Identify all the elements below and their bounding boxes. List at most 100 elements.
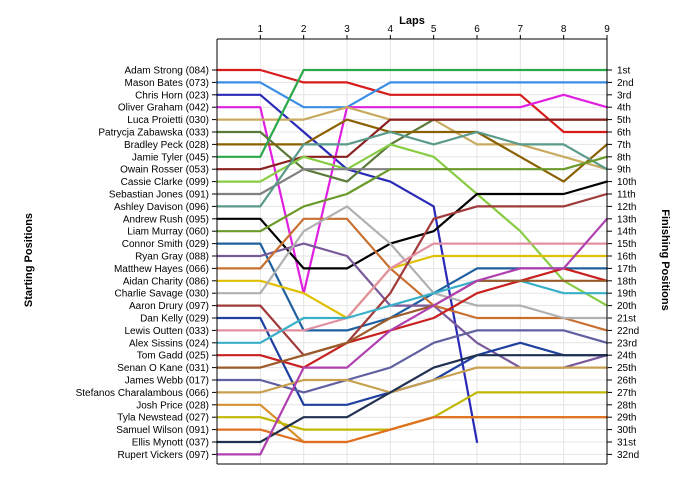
finish-position-label: 23rd: [617, 338, 637, 349]
lap-tick-label: 3: [344, 24, 350, 35]
start-position-label: Chris Horn (023): [135, 90, 209, 101]
finish-position-label: 15th: [617, 239, 636, 250]
finish-position-label: 7th: [617, 140, 631, 151]
axes-layer: [216, 38, 608, 465]
finish-position-label: 19th: [617, 289, 636, 300]
start-position-label: Tom Gadd (025): [137, 351, 209, 362]
lap-tick-label: 6: [474, 24, 480, 35]
start-position-label: Tyla Newstead (027): [117, 413, 209, 424]
series-layer: [215, 68, 609, 456]
finish-position-label: 8th: [617, 152, 631, 163]
driver-series-line: [215, 329, 609, 394]
finish-position-label: 20th: [617, 301, 636, 312]
start-position-label: Charlie Savage (030): [115, 289, 210, 300]
start-position-label: Alex Sissins (024): [129, 338, 209, 349]
driver-series-line: [215, 155, 609, 233]
finish-position-label: 13th: [617, 214, 636, 225]
driver-series-line: [215, 279, 609, 369]
start-position-label: Andrew Rush (095): [123, 214, 209, 225]
lap-tick-label: 7: [518, 24, 524, 35]
start-position-label: Oliver Graham (042): [118, 103, 209, 114]
start-position-label: Patrycja Zabawska (033): [98, 128, 209, 139]
left-axis-title: Starting Positions: [23, 213, 35, 307]
finish-position-label: 1st: [617, 66, 631, 77]
finish-position-label: 26th: [617, 376, 636, 387]
finish-position-label: 27th: [617, 388, 636, 399]
driver-series-line: [215, 130, 609, 208]
finish-position-label: 12th: [617, 202, 636, 213]
lap-tick-label: 8: [561, 24, 567, 35]
driver-series-line: [215, 81, 609, 109]
start-position-label: Samuel Wilson (091): [116, 425, 209, 436]
start-position-label: Liam Murray (060): [127, 227, 209, 238]
start-position-label: Ellis Mynott (037): [132, 438, 209, 449]
finish-position-label: 18th: [617, 276, 636, 287]
lap-tick-label: 2: [301, 24, 307, 35]
driver-series-line: [215, 254, 609, 320]
finish-position-label: 14th: [617, 227, 636, 238]
start-position-label: Connor Smith (029): [122, 239, 209, 250]
driver-series-line: [215, 205, 609, 320]
start-position-label: Ryan Gray (088): [135, 252, 209, 263]
lap-tick-label: 5: [431, 24, 437, 35]
grid-layer: [212, 35, 612, 464]
finish-position-label: 10th: [617, 177, 636, 188]
start-position-label: Luca Proietti (030): [127, 115, 209, 126]
finish-position-label: 11th: [617, 190, 636, 201]
start-position-label: Stefanos Charalambous (066): [76, 388, 209, 399]
finish-position-label: 5th: [617, 115, 631, 126]
finish-position-label: 6th: [617, 128, 631, 139]
finish-position-label: 3rd: [617, 90, 631, 101]
start-position-label: Owain Rosser (053): [120, 165, 209, 176]
finish-position-label: 32nd: [617, 450, 639, 461]
start-position-label: Matthew Hayes (066): [114, 264, 209, 275]
finish-position-label: 21st: [617, 314, 636, 325]
driver-series-line: [215, 68, 609, 158]
lap-tick-label: 1: [258, 24, 264, 35]
finish-position-label: 31st: [617, 438, 636, 449]
start-position-label: Aaron Drury (097): [129, 301, 209, 312]
finish-position-label: 9th: [617, 165, 631, 176]
start-position-label: James Webb (017): [125, 376, 209, 387]
right-axis-title: Finishing Positions: [659, 209, 671, 310]
driver-series-line: [215, 168, 392, 196]
start-position-label: Aidan Charity (086): [123, 276, 209, 287]
driver-series-line: [215, 366, 609, 394]
start-position-label: Sebastian Jones (091): [109, 190, 209, 201]
driver-series-line: [215, 93, 609, 295]
finish-position-label: 29th: [617, 413, 636, 424]
finish-position-label: 25th: [617, 363, 636, 374]
driver-series-line: [215, 217, 609, 332]
start-position-label: Senan O Kane (031): [117, 363, 209, 374]
lap-tick-label: 4: [388, 24, 394, 35]
start-position-label: Cassie Clarke (099): [121, 177, 209, 188]
finish-position-label: 22nd: [617, 326, 639, 337]
start-position-label: Josh Price (028): [136, 400, 209, 411]
labels-layer: 1 2 3 4 5 6 7 8 9 Adam Strong (084)Mason Bates (0…: [76, 24, 640, 461]
driver-series-line: [215, 217, 609, 456]
finish-position-label: 2nd: [617, 78, 634, 89]
driver-series-line: [215, 118, 609, 171]
driver-series-line: [215, 354, 609, 444]
start-position-label: Jamie Tyler (045): [132, 152, 209, 163]
start-position-label: Ashley Davison (096): [114, 202, 209, 213]
driver-series-line: [215, 279, 609, 344]
start-position-label: Dan Kelly (029): [140, 314, 209, 325]
start-position-label: Mason Bates (073): [125, 78, 210, 89]
x-axis-title: Laps: [399, 15, 425, 27]
start-position-label: Rupert Vickers (097): [117, 450, 209, 461]
finish-position-label: 24th: [617, 351, 636, 362]
start-position-label: Adam Strong (084): [125, 66, 210, 77]
start-position-label: Bradley Peck (028): [124, 140, 209, 151]
start-position-label: Lewis Outten (033): [125, 326, 210, 337]
driver-series-line: [215, 416, 609, 444]
finish-position-label: 16th: [617, 252, 636, 263]
finish-position-label: 4th: [617, 103, 631, 114]
driver-series-line: [215, 68, 609, 134]
finish-position-label: 17th: [617, 264, 636, 275]
lap-tick-label: 9: [604, 24, 610, 35]
finish-position-label: 30th: [617, 425, 636, 436]
finish-position-label: 28th: [617, 400, 636, 411]
